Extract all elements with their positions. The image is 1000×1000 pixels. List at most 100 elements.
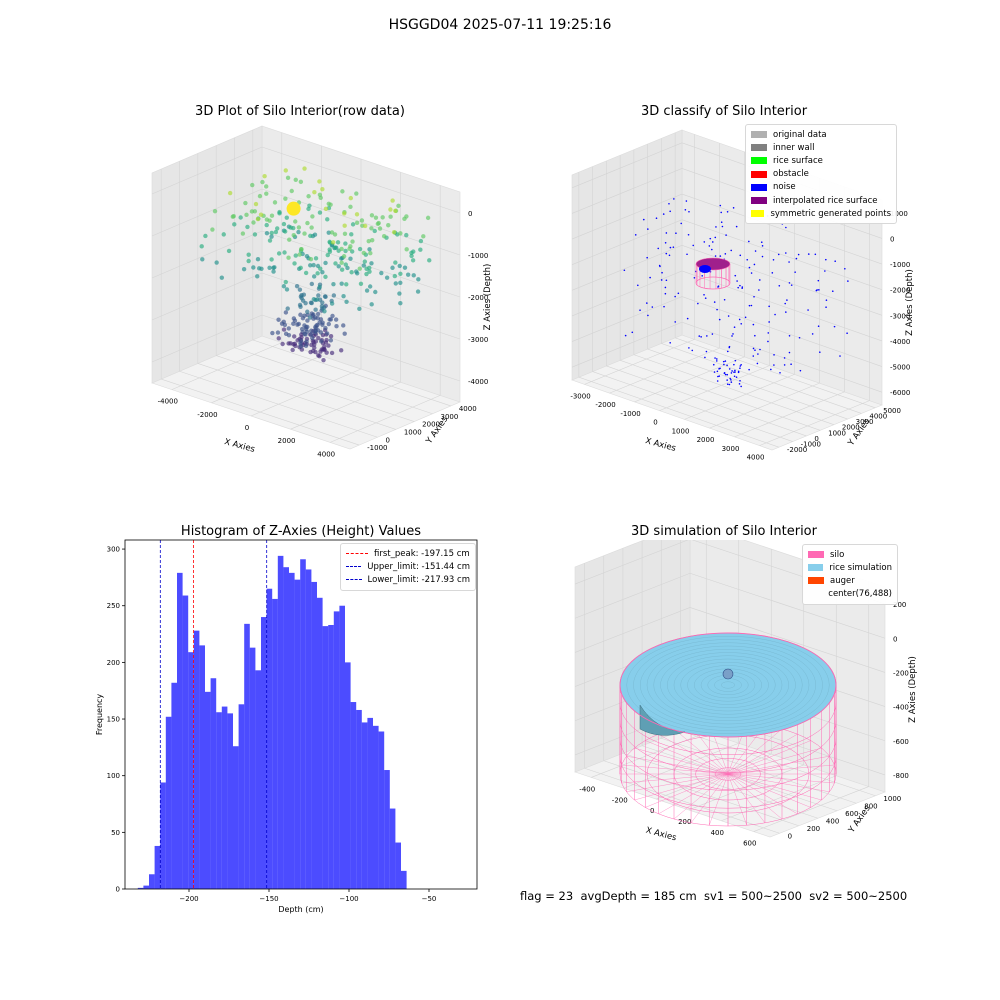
- status-footer: flag = 23 avgDepth = 185 cm sv1 = 500~25…: [520, 889, 908, 903]
- data-point: [270, 330, 275, 336]
- noise-point: [686, 253, 688, 256]
- y-tick-label: 300: [107, 546, 120, 554]
- data-point: [330, 313, 335, 319]
- silo-floor-spoke: [621, 773, 729, 784]
- noise-point: [663, 305, 665, 308]
- noise-point: [753, 263, 756, 266]
- y-gridline: [641, 745, 838, 812]
- data-point: [315, 315, 320, 321]
- data-point: [291, 316, 297, 321]
- data-point: [318, 266, 323, 271]
- legend-label: Upper_limit: -151.44 cm: [367, 561, 470, 572]
- histogram-bar: [367, 717, 373, 889]
- data-point: [335, 240, 341, 245]
- noise-point: [712, 363, 715, 366]
- noise-point: [724, 253, 727, 255]
- z-gridline: [571, 219, 683, 265]
- y-tick-label: 50: [111, 829, 120, 837]
- data-point: [323, 260, 328, 266]
- data-point: [390, 265, 395, 270]
- data-point: [230, 214, 236, 219]
- data-point: [334, 324, 339, 329]
- noise-point: [748, 240, 750, 243]
- data-point: [323, 325, 328, 331]
- y-axis-label: Frequency: [95, 694, 104, 736]
- silo-floor-spoke: [727, 756, 830, 775]
- noise-point: [817, 325, 820, 327]
- y-tick-label: 2000: [422, 421, 440, 429]
- data-point: [393, 281, 398, 286]
- z-tick-label: 200: [893, 601, 906, 609]
- noise-point: [730, 379, 732, 381]
- data-point: [315, 322, 320, 328]
- data-point: [281, 221, 287, 227]
- noise-point: [784, 302, 786, 305]
- z-tick-label: -200: [893, 669, 909, 677]
- noise-point: [660, 279, 663, 281]
- noise-point: [673, 198, 675, 200]
- data-point: [313, 328, 318, 334]
- data-point: [410, 258, 416, 263]
- data-point: [328, 334, 334, 339]
- data-point: [347, 246, 352, 252]
- data-point: [350, 239, 355, 244]
- x-gridline: [250, 368, 362, 417]
- noise-point: [634, 234, 637, 236]
- histogram-bar: [165, 716, 172, 889]
- data-point: [354, 220, 360, 226]
- noise-point: [768, 305, 770, 308]
- data-point: [305, 220, 310, 226]
- noise-point: [771, 272, 774, 274]
- silo-wall-ring: [619, 702, 837, 756]
- y-tick-label: 600: [845, 810, 858, 818]
- legend-entry: Lower_limit: -217.93 cm: [346, 573, 470, 586]
- data-point: [391, 230, 397, 235]
- data-point: [298, 265, 303, 271]
- y-axis-label: Y Axies: [846, 803, 873, 835]
- data-point: [264, 191, 269, 196]
- noise-point: [703, 241, 706, 243]
- x-tick-label: 4000: [317, 450, 335, 458]
- data-point: [318, 330, 324, 335]
- noise-point: [811, 333, 814, 335]
- data-point: [343, 262, 348, 267]
- z-tick-label: -4000: [890, 338, 910, 346]
- silo-floor-spoke: [673, 728, 729, 775]
- noise-point: [767, 340, 769, 343]
- noise-point: [752, 355, 755, 357]
- data-point: [377, 226, 383, 231]
- data-point: [275, 330, 281, 335]
- z-gridline: [571, 193, 683, 240]
- histogram-bar: [266, 588, 273, 889]
- rice-mesh-ring: [687, 665, 769, 705]
- data-point: [311, 274, 317, 279]
- data-point: [349, 232, 354, 237]
- noise-point: [686, 317, 689, 320]
- noise-point: [815, 289, 818, 292]
- data-point: [255, 257, 261, 262]
- panel1-title: 3D Plot of Silo Interior(row data): [195, 104, 405, 119]
- noise-point: [701, 275, 704, 277]
- data-point: [320, 300, 325, 305]
- data-point: [398, 280, 403, 286]
- data-point: [379, 270, 384, 276]
- rice-mesh-ring: [721, 681, 735, 689]
- data-point: [384, 275, 390, 280]
- histogram-bar: [361, 722, 368, 889]
- data-point: [302, 231, 307, 236]
- data-point: [262, 173, 267, 179]
- z-gridline: [571, 168, 683, 214]
- y-gridline: [179, 370, 378, 438]
- noise-point: [717, 286, 719, 288]
- data-point: [344, 299, 349, 304]
- silo-floor-spoke: [727, 773, 822, 801]
- noise-point: [719, 204, 722, 207]
- z-axis-label: Z Axies (Depth): [905, 269, 915, 336]
- noise-point: [715, 360, 718, 362]
- noise-point: [665, 279, 668, 282]
- data-point: [392, 273, 398, 279]
- y-gridline: [578, 376, 779, 448]
- silo-floor-spoke: [634, 773, 729, 801]
- data-point: [264, 230, 270, 236]
- data-point: [281, 319, 286, 325]
